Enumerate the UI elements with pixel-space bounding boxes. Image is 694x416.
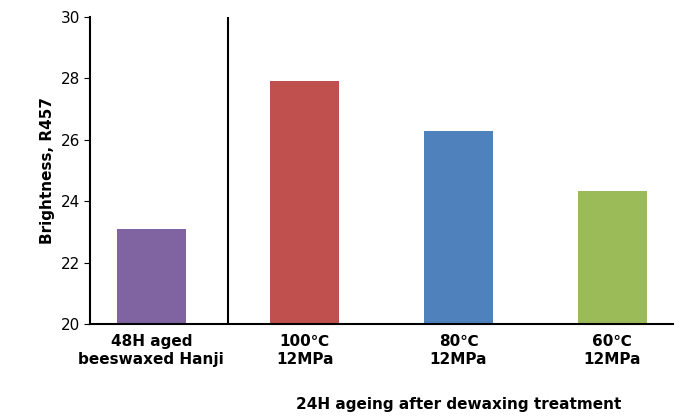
Bar [271, 81, 339, 416]
Bar [424, 131, 493, 416]
Bar [117, 229, 186, 416]
Y-axis label: Brightness, R457: Brightness, R457 [40, 97, 55, 244]
Text: 24H ageing after dewaxing treatment: 24H ageing after dewaxing treatment [296, 397, 621, 412]
Bar [577, 191, 647, 416]
